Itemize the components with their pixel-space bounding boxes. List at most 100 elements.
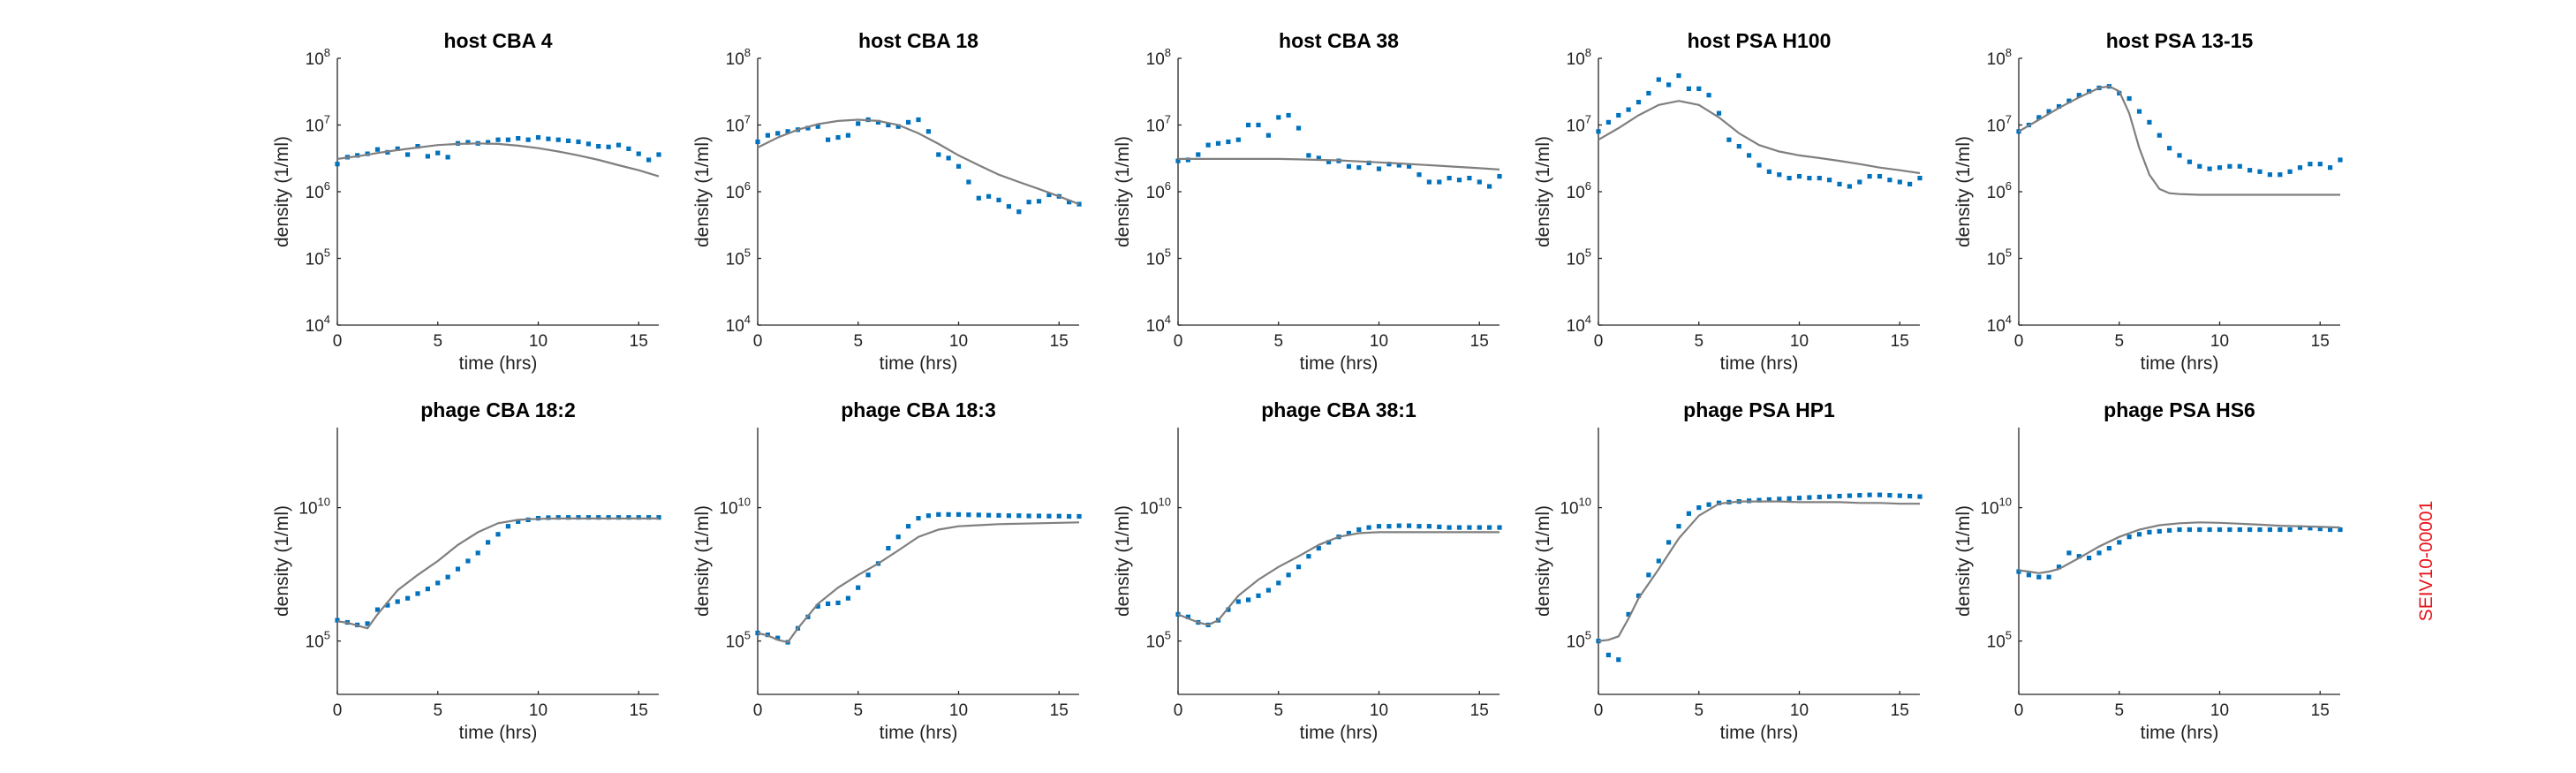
data-point bbox=[2297, 525, 2303, 530]
data-point bbox=[906, 524, 911, 529]
data-point bbox=[1907, 494, 1913, 499]
y-tick-label: 105 bbox=[1146, 246, 1171, 269]
data-point bbox=[1787, 496, 1792, 501]
data-point bbox=[815, 603, 820, 609]
data-point bbox=[1456, 178, 1462, 183]
data-point bbox=[925, 129, 931, 134]
x-axis-label: time (hrs) bbox=[459, 353, 538, 374]
y-axis-label: density (1/ml) bbox=[1533, 505, 1553, 617]
data-point bbox=[2157, 528, 2162, 534]
x-axis-label: time (hrs) bbox=[1300, 723, 1379, 743]
data-point bbox=[2278, 527, 2283, 533]
x-axis-label: time (hrs) bbox=[2141, 353, 2219, 374]
data-point bbox=[1396, 523, 1401, 528]
data-point bbox=[1416, 172, 1422, 178]
y-tick-label: 105 bbox=[1146, 629, 1171, 652]
x-tick-label: 5 bbox=[853, 332, 863, 351]
x-tick-label: 0 bbox=[333, 332, 343, 351]
data-point bbox=[2328, 165, 2333, 171]
y-tick-label: 106 bbox=[1146, 179, 1171, 202]
data-point bbox=[2036, 574, 2042, 580]
data-point bbox=[785, 129, 790, 134]
data-point bbox=[2217, 527, 2223, 533]
data-point bbox=[1796, 496, 1802, 501]
model-fit-line bbox=[2018, 85, 2340, 196]
x-tick-label: 0 bbox=[333, 701, 343, 720]
data-point bbox=[1386, 524, 1392, 529]
data-point bbox=[1837, 494, 1842, 499]
data-point bbox=[1407, 523, 1412, 528]
x-tick-label: 5 bbox=[1694, 332, 1703, 351]
data-point bbox=[374, 147, 381, 152]
data-point bbox=[576, 515, 581, 520]
data-point bbox=[946, 512, 951, 517]
data-point bbox=[1447, 176, 1452, 181]
data-point bbox=[886, 122, 891, 128]
data-point bbox=[1596, 129, 1601, 134]
data-point bbox=[1605, 652, 1611, 657]
y-tick-label: 1010 bbox=[1560, 496, 1591, 519]
data-point bbox=[1847, 184, 1852, 189]
data-point bbox=[1467, 525, 1472, 530]
data-point bbox=[996, 197, 1001, 202]
data-point bbox=[1006, 204, 1011, 209]
data-point bbox=[1686, 86, 1691, 91]
data-point bbox=[1676, 73, 1681, 79]
data-point bbox=[1706, 93, 1711, 98]
data-point bbox=[1867, 174, 1872, 179]
y-axis-label: density (1/ml) bbox=[692, 136, 713, 247]
data-point bbox=[2237, 163, 2242, 169]
data-point bbox=[1346, 530, 1351, 536]
data-point bbox=[936, 512, 941, 517]
x-axis-label: time (hrs) bbox=[880, 353, 958, 374]
x-tick-label: 0 bbox=[2014, 332, 2024, 351]
data-point bbox=[585, 515, 591, 520]
data-point bbox=[1036, 199, 1042, 204]
data-point bbox=[1666, 82, 1672, 87]
data-point bbox=[585, 141, 591, 147]
data-point bbox=[2247, 168, 2253, 173]
data-point bbox=[2187, 159, 2192, 164]
data-point bbox=[455, 566, 461, 572]
data-point bbox=[1787, 176, 1792, 181]
y-axis-label: density (1/ml) bbox=[1113, 136, 1133, 247]
data-point bbox=[1456, 525, 1462, 530]
data-point bbox=[956, 163, 962, 169]
data-point bbox=[1376, 524, 1382, 529]
panel-title: host CBA 4 bbox=[443, 29, 552, 52]
data-point bbox=[2167, 527, 2172, 533]
y-tick-label: 105 bbox=[1567, 629, 1591, 652]
data-point bbox=[2287, 527, 2293, 533]
data-point bbox=[1877, 174, 1883, 179]
y-tick-label: 107 bbox=[1146, 113, 1171, 136]
data-point bbox=[505, 137, 510, 142]
data-point bbox=[1356, 165, 1362, 171]
data-point bbox=[1726, 137, 1732, 142]
y-tick-label: 104 bbox=[1146, 313, 1171, 336]
data-point bbox=[815, 124, 820, 129]
x-tick-label: 0 bbox=[2014, 701, 2024, 720]
data-point bbox=[845, 133, 850, 138]
data-point bbox=[1235, 599, 1241, 604]
data-point bbox=[2187, 527, 2192, 533]
figure-id-label: SEIV10-00001 bbox=[2416, 501, 2436, 622]
y-tick-label: 105 bbox=[1987, 629, 2012, 652]
data-point bbox=[1616, 657, 1621, 663]
y-tick-label: 105 bbox=[1987, 246, 2012, 269]
data-point bbox=[1286, 112, 1291, 118]
data-point bbox=[2267, 172, 2272, 178]
data-point bbox=[616, 515, 622, 520]
data-point bbox=[2026, 572, 2031, 578]
panel-2: host CBA 18 0 5 10 15 104 105 106 107 108 time (hr… bbox=[692, 29, 1082, 374]
data-point bbox=[2227, 527, 2232, 533]
x-tick-label: 15 bbox=[1891, 332, 1909, 351]
x-tick-label: 0 bbox=[1174, 701, 1183, 720]
data-point bbox=[986, 512, 992, 518]
data-point bbox=[946, 155, 951, 161]
x-axis-label: time (hrs) bbox=[459, 723, 538, 743]
y-axis-label: density (1/ml) bbox=[1953, 505, 1974, 617]
data-point bbox=[2167, 146, 2172, 151]
data-point bbox=[916, 117, 921, 123]
